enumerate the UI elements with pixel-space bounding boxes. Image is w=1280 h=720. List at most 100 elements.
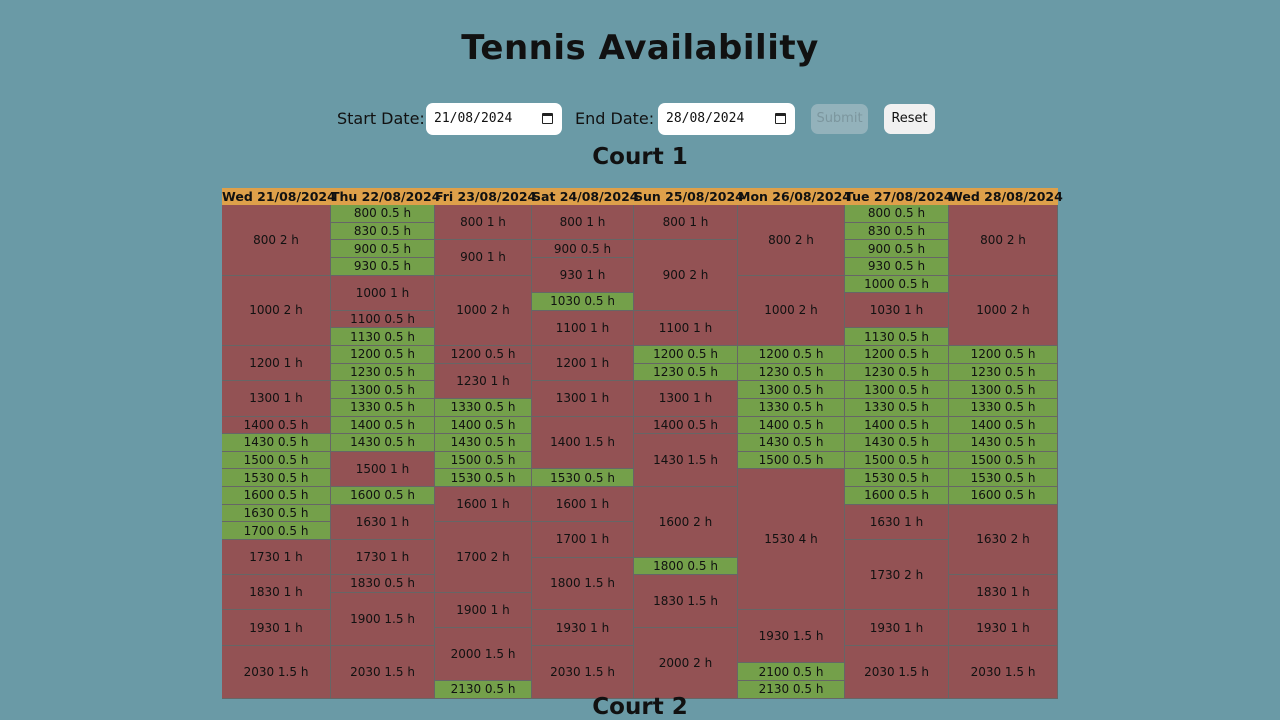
booked-slot[interactable]: 900 2 h: [634, 240, 738, 311]
booked-slot[interactable]: 2030 1.5 h: [949, 645, 1058, 699]
booked-slot[interactable]: 900 1 h: [435, 240, 532, 276]
booked-slot[interactable]: 1300 1 h: [222, 381, 331, 417]
booked-slot[interactable]: 1400 0.5 h: [634, 416, 738, 435]
free-slot[interactable]: 1230 0.5 h: [738, 363, 845, 382]
free-slot[interactable]: 1200 0.5 h: [634, 346, 738, 364]
free-slot[interactable]: 1630 0.5 h: [222, 504, 331, 523]
booked-slot[interactable]: 1000 2 h: [222, 275, 331, 346]
free-slot[interactable]: 2130 0.5 h: [738, 680, 845, 699]
booked-slot[interactable]: 1100 1 h: [634, 310, 738, 346]
end-date-input[interactable]: 28/08/2024: [658, 103, 795, 135]
free-slot[interactable]: 930 0.5 h: [331, 257, 435, 276]
free-slot[interactable]: 1530 0.5 h: [845, 469, 949, 487]
booked-slot[interactable]: 1230 1 h: [435, 363, 532, 399]
booked-slot[interactable]: 1100 0.5 h: [331, 310, 435, 329]
free-slot[interactable]: 800 0.5 h: [845, 205, 949, 223]
booked-slot[interactable]: 1000 1 h: [331, 275, 435, 311]
free-slot[interactable]: 1530 0.5 h: [949, 469, 1058, 487]
free-slot[interactable]: 930 0.5 h: [845, 257, 949, 276]
booked-slot[interactable]: 800 2 h: [949, 205, 1058, 276]
free-slot[interactable]: 1600 0.5 h: [949, 487, 1058, 505]
booked-slot[interactable]: 800 1 h: [435, 205, 532, 241]
free-slot[interactable]: 1430 0.5 h: [949, 434, 1058, 452]
free-slot[interactable]: 1400 0.5 h: [435, 416, 532, 435]
booked-slot[interactable]: 800 2 h: [738, 205, 845, 276]
booked-slot[interactable]: 1700 1 h: [532, 522, 634, 558]
free-slot[interactable]: 1300 0.5 h: [949, 381, 1058, 399]
booked-slot[interactable]: 1900 1.5 h: [331, 592, 435, 646]
free-slot[interactable]: 1500 0.5 h: [738, 451, 845, 470]
booked-slot[interactable]: 1100 1 h: [532, 310, 634, 346]
free-slot[interactable]: 1600 0.5 h: [222, 487, 331, 505]
free-slot[interactable]: 1530 0.5 h: [435, 469, 532, 487]
booked-slot[interactable]: 2030 1.5 h: [532, 645, 634, 699]
booked-slot[interactable]: 1300 1 h: [634, 381, 738, 417]
free-slot[interactable]: 1330 0.5 h: [331, 398, 435, 417]
free-slot[interactable]: 1400 0.5 h: [845, 416, 949, 435]
booked-slot[interactable]: 1600 2 h: [634, 487, 738, 558]
submit-button[interactable]: Submit: [811, 104, 868, 134]
booked-slot[interactable]: 800 1 h: [634, 205, 738, 241]
free-slot[interactable]: 1400 0.5 h: [738, 416, 845, 435]
booked-slot[interactable]: 1930 1.5 h: [738, 610, 845, 664]
booked-slot[interactable]: 1700 2 h: [435, 522, 532, 593]
free-slot[interactable]: 1430 0.5 h: [435, 434, 532, 452]
free-slot[interactable]: 1400 0.5 h: [331, 416, 435, 435]
booked-slot[interactable]: 1000 2 h: [435, 275, 532, 346]
free-slot[interactable]: 1500 0.5 h: [845, 451, 949, 470]
free-slot[interactable]: 1600 0.5 h: [331, 487, 435, 505]
calendar-icon[interactable]: [542, 113, 553, 124]
booked-slot[interactable]: 1830 0.5 h: [331, 575, 435, 593]
free-slot[interactable]: 2100 0.5 h: [738, 663, 845, 681]
free-slot[interactable]: 1200 0.5 h: [949, 346, 1058, 364]
free-slot[interactable]: 1200 0.5 h: [738, 346, 845, 364]
free-slot[interactable]: 1330 0.5 h: [845, 398, 949, 417]
free-slot[interactable]: 1300 0.5 h: [845, 381, 949, 399]
booked-slot[interactable]: 1830 1 h: [222, 575, 331, 611]
booked-slot[interactable]: 800 2 h: [222, 205, 331, 276]
booked-slot[interactable]: 1630 1 h: [331, 504, 435, 540]
free-slot[interactable]: 1230 0.5 h: [845, 363, 949, 382]
booked-slot[interactable]: 1200 0.5 h: [435, 346, 532, 364]
booked-slot[interactable]: 1600 1 h: [435, 487, 532, 523]
free-slot[interactable]: 1300 0.5 h: [331, 381, 435, 399]
booked-slot[interactable]: 1000 2 h: [738, 275, 845, 346]
booked-slot[interactable]: 1200 1 h: [222, 346, 331, 382]
booked-slot[interactable]: 1200 1 h: [532, 346, 634, 382]
free-slot[interactable]: 1230 0.5 h: [634, 363, 738, 382]
booked-slot[interactable]: 1000 2 h: [949, 275, 1058, 346]
free-slot[interactable]: 2130 0.5 h: [435, 680, 532, 699]
free-slot[interactable]: 1430 0.5 h: [845, 434, 949, 452]
booked-slot[interactable]: 1600 1 h: [532, 487, 634, 523]
booked-slot[interactable]: 1800 1.5 h: [532, 557, 634, 611]
free-slot[interactable]: 1330 0.5 h: [738, 398, 845, 417]
free-slot[interactable]: 1430 0.5 h: [222, 434, 331, 452]
booked-slot[interactable]: 2030 1.5 h: [222, 645, 331, 699]
booked-slot[interactable]: 1300 1 h: [532, 381, 634, 417]
reset-button[interactable]: Reset: [884, 104, 935, 134]
free-slot[interactable]: 1430 0.5 h: [738, 434, 845, 452]
booked-slot[interactable]: 1930 1 h: [532, 610, 634, 646]
free-slot[interactable]: 1200 0.5 h: [845, 346, 949, 364]
booked-slot[interactable]: 2000 2 h: [634, 628, 738, 699]
free-slot[interactable]: 1500 0.5 h: [222, 451, 331, 470]
booked-slot[interactable]: 1030 1 h: [845, 293, 949, 329]
booked-slot[interactable]: 2030 1.5 h: [845, 645, 949, 699]
booked-slot[interactable]: 1930 1 h: [949, 610, 1058, 646]
free-slot[interactable]: 900 0.5 h: [845, 240, 949, 258]
booked-slot[interactable]: 1730 1 h: [331, 539, 435, 576]
free-slot[interactable]: 1800 0.5 h: [634, 557, 738, 576]
free-slot[interactable]: 1530 0.5 h: [222, 469, 331, 487]
free-slot[interactable]: 1000 0.5 h: [845, 275, 949, 294]
booked-slot[interactable]: 1900 1 h: [435, 592, 532, 628]
booked-slot[interactable]: 900 0.5 h: [532, 240, 634, 258]
booked-slot[interactable]: 930 1 h: [532, 257, 634, 294]
free-slot[interactable]: 1230 0.5 h: [949, 363, 1058, 382]
booked-slot[interactable]: 1830 1 h: [949, 575, 1058, 611]
free-slot[interactable]: 830 0.5 h: [331, 222, 435, 241]
free-slot[interactable]: 1430 0.5 h: [331, 434, 435, 452]
booked-slot[interactable]: 1630 1 h: [845, 504, 949, 540]
free-slot[interactable]: 1030 0.5 h: [532, 293, 634, 311]
booked-slot[interactable]: 1730 1 h: [222, 539, 331, 576]
free-slot[interactable]: 1230 0.5 h: [331, 363, 435, 382]
